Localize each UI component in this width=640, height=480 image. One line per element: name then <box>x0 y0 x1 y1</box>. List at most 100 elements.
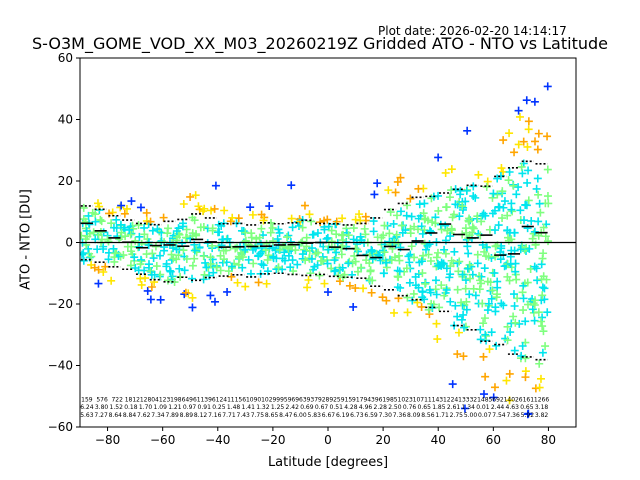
scatter-point <box>539 223 548 232</box>
scatter-point <box>298 237 307 246</box>
scatter-point <box>324 245 333 254</box>
scatter-point <box>146 295 155 304</box>
scatter-point <box>426 256 435 265</box>
scatter-point <box>288 256 297 265</box>
scatter-point <box>491 252 500 261</box>
scatter-point <box>441 221 450 230</box>
scatter-point <box>482 243 491 252</box>
bin-stat-label: 4396 <box>367 396 382 403</box>
bin-stat-label: 9179 <box>352 396 367 403</box>
scatter-point <box>379 269 388 278</box>
scatter-point <box>273 234 282 243</box>
scatter-point <box>210 297 219 306</box>
scatter-point <box>280 248 289 257</box>
scatter-point <box>104 237 113 246</box>
scatter-point <box>96 215 105 224</box>
scatter-point <box>147 283 156 292</box>
bin-stat-label: 1071 <box>413 396 428 403</box>
scatter-point <box>137 280 146 289</box>
scatter-point <box>442 264 451 273</box>
scatter-point <box>294 222 303 231</box>
bin-stat-label: 1.09 <box>154 404 168 411</box>
scatter-point <box>539 327 548 336</box>
scatter-point <box>199 222 208 231</box>
scatter-point <box>112 224 121 233</box>
scatter-point <box>505 276 514 285</box>
scatter-point <box>259 261 268 270</box>
scatter-point <box>514 183 523 192</box>
scatter-point <box>286 263 295 272</box>
bin-stat-label: 1.71 <box>435 412 449 419</box>
scatter-point <box>524 196 533 205</box>
scatter-point <box>181 233 190 242</box>
bin-stat-label: 0.18 <box>124 404 138 411</box>
bin-stat-label: 7.36 <box>393 412 407 419</box>
scatter-point <box>523 300 532 309</box>
scatter-point <box>182 254 191 263</box>
scatter-point <box>535 359 544 368</box>
scatter-point <box>417 302 426 311</box>
scatter-point <box>455 212 464 221</box>
scatter-point <box>194 202 203 211</box>
scatter-point <box>266 228 275 237</box>
scatter-point <box>134 220 143 229</box>
x-axis-label: Latitude [degrees] <box>267 455 389 470</box>
bin-stat-label: 1402 <box>504 396 519 403</box>
scatter-point <box>330 267 339 276</box>
scatter-point <box>504 236 513 245</box>
bin-stat-label: 8.89 <box>180 412 194 419</box>
bin-stat-label: 8.56 <box>421 412 435 419</box>
scatter-point <box>151 242 160 251</box>
scatter-point <box>414 283 423 292</box>
scatter-point <box>206 253 215 262</box>
bin-stat-label: 0.69 <box>300 404 314 411</box>
scatter-point <box>451 301 460 310</box>
scatter-point <box>499 136 508 145</box>
y-axis-label: ATO - NTO [DU] <box>18 189 34 290</box>
scatter-point <box>386 208 395 217</box>
scatter-point <box>468 223 477 232</box>
bin-stats-table: 159 576 722 1812 1280 4123 1986 4961 1396 1241 115… <box>80 396 549 418</box>
scatter-point <box>516 206 525 215</box>
bin-stat-label: 0.67 <box>315 404 329 411</box>
scatter-point <box>535 383 544 392</box>
scatter-point <box>387 256 396 265</box>
scatter-point <box>525 244 534 253</box>
scatter-point <box>254 278 263 287</box>
scatter-point <box>172 255 181 264</box>
scatter-point <box>449 210 458 219</box>
scatter-point <box>471 193 480 202</box>
scatter-point <box>144 260 153 269</box>
scatter-point <box>534 217 543 226</box>
scatter-point <box>433 335 442 344</box>
scatter-point <box>214 220 223 229</box>
scatter-point <box>460 323 469 332</box>
bin-stat-label: 576 <box>96 396 108 403</box>
scatter-point <box>199 275 208 284</box>
scatter-point <box>423 241 432 250</box>
scatter-point <box>309 230 318 239</box>
scatter-point <box>330 256 339 265</box>
bin-stat-label: 4961 <box>185 396 200 403</box>
scatter-point <box>502 376 511 385</box>
scatter-point <box>487 294 496 303</box>
scatter-point <box>393 177 402 186</box>
scatter-point <box>394 251 403 260</box>
scatter-point <box>522 96 531 105</box>
scatter-point <box>510 228 519 237</box>
bin-stat-label: 1396 <box>200 396 215 403</box>
scatter-point <box>186 192 195 201</box>
scatter-point <box>453 259 462 268</box>
scatter-point <box>504 176 513 185</box>
scatter-point <box>249 259 258 268</box>
scatter-point <box>359 284 368 293</box>
scatter-point <box>515 112 524 121</box>
bin-stat-label: 8.64 <box>109 412 123 419</box>
scatter-point <box>117 228 126 237</box>
bin-stat-label: 8.65 <box>265 412 279 419</box>
scatter-point <box>220 206 229 215</box>
scatter-point <box>528 305 537 314</box>
scatter-point <box>384 186 393 195</box>
scatter-point <box>524 125 533 134</box>
scatter-point <box>514 106 523 115</box>
